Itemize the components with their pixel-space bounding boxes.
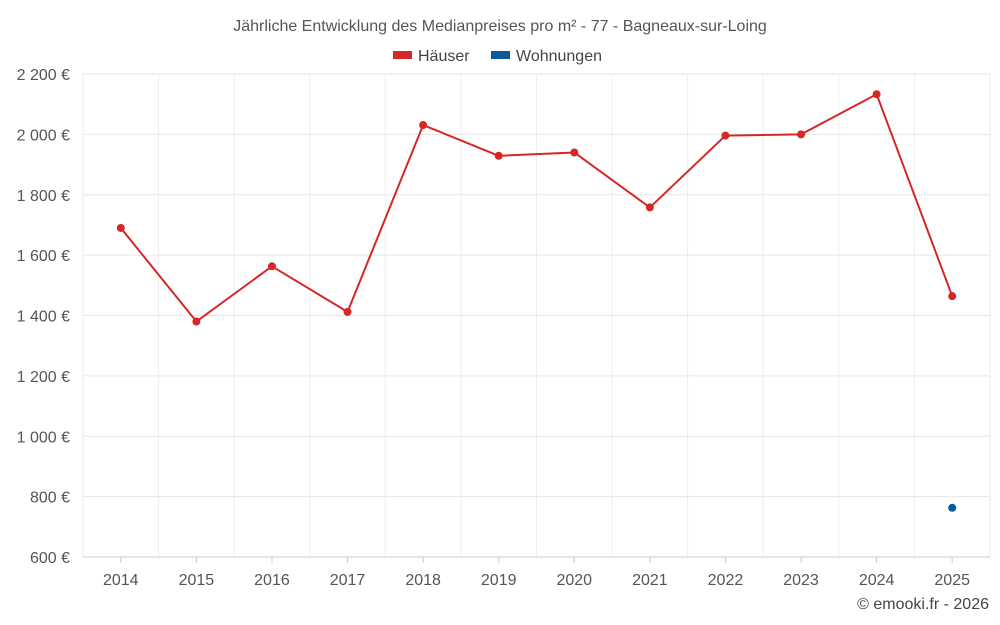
x-tick-label: 2017 (330, 572, 366, 589)
x-tick-label: 2014 (103, 572, 139, 589)
y-tick-label: 1 200 € (17, 369, 70, 386)
data-point[interactable] (343, 307, 352, 316)
grid (82, 73, 991, 558)
chart-title: Jährliche Entwicklung des Medianpreises … (233, 18, 767, 35)
y-tick-label: 1 800 € (17, 188, 70, 205)
data-point[interactable] (419, 121, 428, 130)
legend-swatch (393, 51, 412, 59)
series-group (116, 90, 957, 512)
x-tick-label: 2020 (556, 572, 592, 589)
data-point[interactable] (948, 292, 957, 301)
legend-label: Wohnungen (516, 48, 602, 65)
x-tick-label: 2021 (632, 572, 668, 589)
x-tick-label: 2016 (254, 572, 290, 589)
data-point[interactable] (721, 131, 730, 140)
data-point[interactable] (645, 203, 654, 212)
y-tick-label: 600 € (30, 550, 70, 567)
x-tick-label: 2023 (783, 572, 819, 589)
y-tick-label: 1 600 € (17, 248, 70, 265)
x-tick-label: 2024 (859, 572, 895, 589)
legend-item[interactable]: Häuser (393, 48, 470, 65)
y-tick-label: 1 000 € (17, 429, 70, 446)
series-line-haeuser (120, 93, 954, 323)
data-point[interactable] (192, 317, 201, 326)
y-tick-label: 2 200 € (17, 67, 70, 84)
y-tick-label: 800 € (30, 490, 70, 507)
data-point[interactable] (570, 148, 579, 157)
y-tick-label: 1 400 € (17, 309, 70, 326)
legend-swatch (491, 51, 510, 59)
data-point[interactable] (797, 130, 806, 139)
axes: 600 € 800 € 1 000 € 1 200 € 1 400 € 1 600 € 1 … (17, 67, 990, 589)
data-point[interactable] (267, 262, 276, 271)
data-point[interactable] (494, 151, 503, 160)
x-tick-label: 2018 (405, 572, 441, 589)
data-point[interactable] (948, 503, 957, 512)
x-tick-label: 2015 (179, 572, 215, 589)
legend-label: Häuser (418, 48, 470, 65)
legend: Häuser Wohnungen (393, 48, 602, 65)
data-point[interactable] (872, 90, 881, 99)
legend-item[interactable]: Wohnungen (491, 48, 602, 65)
x-tick-label: 2022 (708, 572, 744, 589)
x-tick-label: 2019 (481, 572, 517, 589)
data-point[interactable] (116, 223, 125, 232)
y-tick-label: 2 000 € (17, 127, 70, 144)
x-tick-label: 2025 (934, 572, 970, 589)
credit-text: © emooki.fr - 2026 (857, 596, 989, 613)
